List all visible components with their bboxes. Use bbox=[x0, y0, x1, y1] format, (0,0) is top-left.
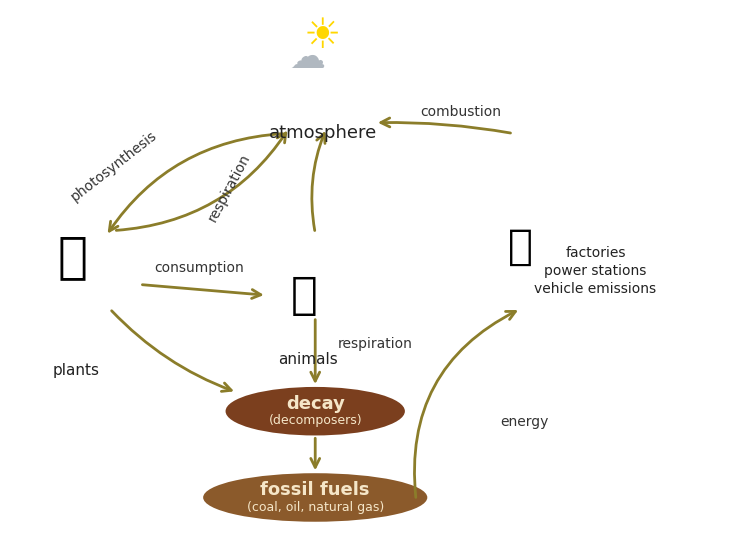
Text: respiration: respiration bbox=[338, 337, 412, 351]
Text: animals: animals bbox=[278, 352, 338, 367]
Text: decay: decay bbox=[286, 395, 345, 412]
Text: factories
power stations
vehicle emissions: factories power stations vehicle emissio… bbox=[534, 246, 656, 296]
Text: 🐄: 🐄 bbox=[291, 274, 317, 317]
Text: (coal, oil, natural gas): (coal, oil, natural gas) bbox=[247, 501, 384, 514]
Text: ☁: ☁ bbox=[290, 41, 326, 75]
Text: photosynthesis: photosynthesis bbox=[68, 128, 159, 204]
Text: 🌲: 🌲 bbox=[57, 234, 87, 281]
Text: consumption: consumption bbox=[154, 261, 244, 275]
Text: respiration: respiration bbox=[206, 151, 253, 224]
Text: fossil fuels: fossil fuels bbox=[260, 481, 370, 499]
Text: 🏭: 🏭 bbox=[509, 225, 533, 268]
Ellipse shape bbox=[226, 387, 405, 435]
Text: (decomposers): (decomposers) bbox=[268, 415, 362, 428]
Text: plants: plants bbox=[53, 363, 100, 378]
Text: atmosphere: atmosphere bbox=[268, 125, 376, 143]
Text: energy: energy bbox=[500, 415, 549, 429]
Text: combustion: combustion bbox=[421, 105, 502, 119]
Ellipse shape bbox=[203, 473, 427, 522]
Text: ☀: ☀ bbox=[304, 15, 341, 57]
